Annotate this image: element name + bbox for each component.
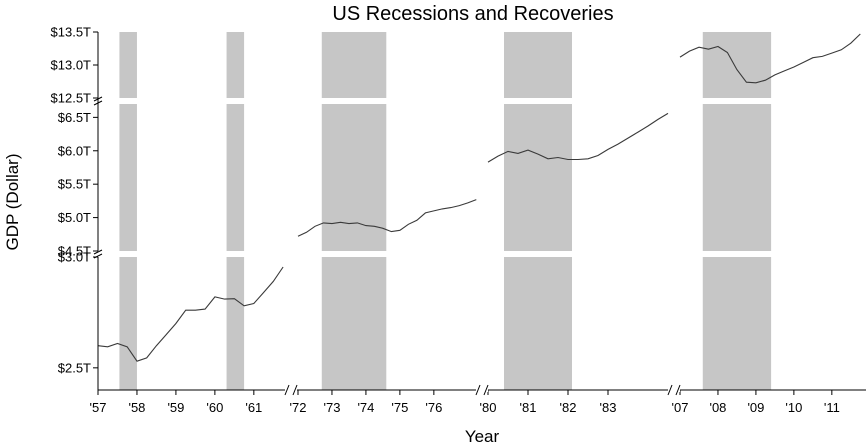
y-tick-label: $13.5T <box>51 25 92 40</box>
x-tick-label: '83 <box>600 400 617 415</box>
gdp-series-line <box>297 199 477 237</box>
x-tick-label: '72 <box>290 400 307 415</box>
x-tick-label: '75 <box>391 400 408 415</box>
y-axis-break-mark <box>93 100 103 106</box>
chart-title: US Recessions and Recoveries <box>332 3 613 25</box>
x-axis-break-mark <box>284 384 290 396</box>
x-tick-label: '58 <box>128 400 145 415</box>
y-tick-label: $3.0T <box>58 250 91 265</box>
x-axis-break-mark <box>475 384 481 396</box>
x-tick-label: '80 <box>480 400 497 415</box>
y-tick-label: $4.5T <box>58 244 91 259</box>
x-axis-break-mark <box>667 384 673 396</box>
x-tick-label: '76 <box>425 400 442 415</box>
x-tick-label: '10 <box>785 400 802 415</box>
x-tick-label: '73 <box>323 400 340 415</box>
y-tick-label: $5.5T <box>58 177 91 192</box>
x-tick-label: '74 <box>357 400 374 415</box>
x-tick-label: '57 <box>90 400 107 415</box>
x-tick-label: '59 <box>167 400 184 415</box>
y-tick-label: $12.5T <box>51 91 92 106</box>
recession-band <box>226 32 245 390</box>
y-tick-label: $2.5T <box>58 360 91 375</box>
x-axis-break-mark <box>675 384 681 396</box>
recession-band <box>321 32 387 390</box>
x-axis-break-mark <box>483 384 489 396</box>
recession-band <box>119 32 137 390</box>
y-axis-break-mark <box>93 96 103 102</box>
x-axis-title: Year <box>465 427 500 446</box>
y-tick-label: $6.0T <box>58 143 91 158</box>
x-tick-label: '60 <box>206 400 223 415</box>
y-tick-label: $5.0T <box>58 210 91 225</box>
x-tick-label: '82 <box>560 400 577 415</box>
recession-band <box>702 32 772 390</box>
y-axis-title: GDP (Dollar) <box>3 154 22 251</box>
y-axis-break-mark <box>93 249 103 255</box>
x-tick-label: '11 <box>824 400 840 415</box>
x-tick-label: '61 <box>245 400 262 415</box>
y-axis-break-band <box>97 251 867 257</box>
y-axis-break-band <box>97 98 867 104</box>
x-axis-break-mark <box>292 384 298 396</box>
x-axis-break-gap <box>668 388 680 392</box>
x-tick-label: '09 <box>747 400 764 415</box>
x-tick-label: '07 <box>672 400 689 415</box>
x-axis-break-gap <box>476 388 488 392</box>
recession-band <box>504 32 572 390</box>
x-tick-label: '81 <box>520 400 537 415</box>
gdp-series-line <box>679 33 861 84</box>
gdp-series-line <box>487 112 669 163</box>
y-tick-label: $13.0T <box>51 58 92 73</box>
gdp-series-line <box>97 266 284 362</box>
y-tick-label: $6.5T <box>58 110 91 125</box>
plot-area: $2.5T $3.0T$4.5T $5.0T $5.5T $6.0T $6.5T $12.5… <box>51 25 867 415</box>
x-tick-label: '08 <box>709 400 726 415</box>
x-axis-break-gap <box>285 388 297 392</box>
